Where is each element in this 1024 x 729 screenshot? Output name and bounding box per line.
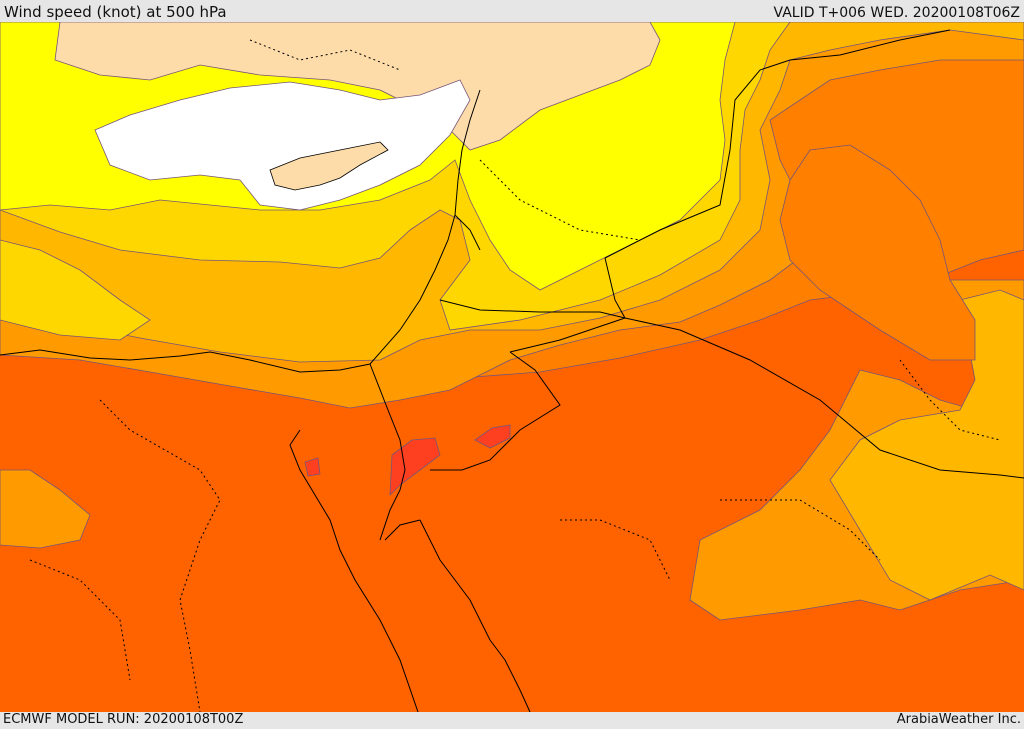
- band-white: [94, 79, 471, 211]
- chart-title: Wind speed (knot) at 500 hPa: [4, 3, 227, 21]
- band-gold-west: [0, 239, 151, 341]
- band-red-2: [474, 424, 511, 449]
- band-dark-orange-ne: [779, 144, 976, 361]
- borders: [0, 29, 1024, 712]
- credit-label: ArabiaWeather Inc.: [896, 712, 1021, 727]
- cyprus-island: [269, 141, 389, 191]
- band-light-orange-east: [829, 289, 1024, 601]
- header-bar: Wind speed (knot) at 500 hPa VALID T+006…: [0, 0, 1024, 22]
- model-run-label: ECMWF MODEL RUN: 20200108T00Z: [3, 712, 244, 727]
- valid-time: VALID T+006 WED. 20200108T06Z: [773, 5, 1020, 21]
- wind-speed-map: [0, 22, 1024, 712]
- band-orange-west: [0, 469, 91, 549]
- footer-bar: ECMWF MODEL RUN: 20200108T00Z ArabiaWeat…: [0, 712, 1024, 729]
- internal-borders: [29, 39, 1001, 712]
- band-red-3: [304, 457, 321, 477]
